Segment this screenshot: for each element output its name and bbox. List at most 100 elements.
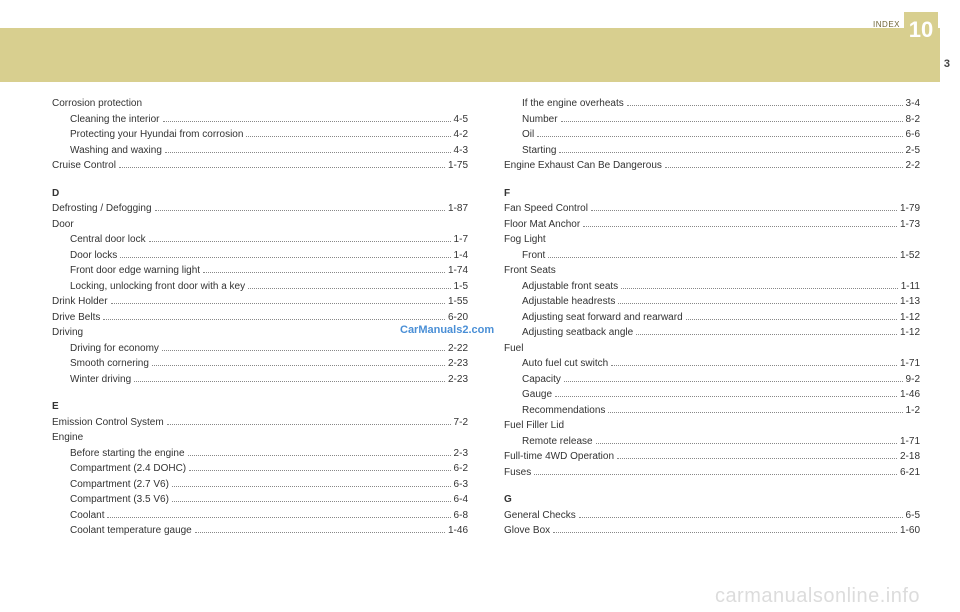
index-entry-leader <box>611 365 897 366</box>
index-entry: Fuel <box>504 341 920 357</box>
index-entry-page: 6-2 <box>454 461 468 477</box>
index-entry-leader <box>246 136 450 137</box>
index-entry-page: 1-60 <box>900 523 920 539</box>
index-entry-label: Smooth cornering <box>70 356 149 372</box>
index-entry: Fuses 6-21 <box>504 465 920 481</box>
index-entry: Defrosting / Defogging 1-87 <box>52 201 468 217</box>
index-entry-page: 6-4 <box>454 492 468 508</box>
index-entry-page: 1-12 <box>900 325 920 341</box>
index-entry-page: 2-3 <box>454 446 468 462</box>
index-entry-leader <box>608 412 902 413</box>
index-entry-leader <box>665 167 903 168</box>
index-entry-leader <box>548 257 897 258</box>
index-column-left: Corrosion protectionCleaning the interio… <box>52 96 468 539</box>
index-entry: Compartment (3.5 V6) 6-4 <box>52 492 468 508</box>
index-section-head: E <box>52 399 468 415</box>
index-entry-page: 1-4 <box>454 248 468 264</box>
index-entry-label: Protecting your Hyundai from corrosion <box>70 127 243 143</box>
index-entry-leader <box>163 121 451 122</box>
index-entry: Fan Speed Control 1-79 <box>504 201 920 217</box>
index-entry: Before starting the engine 2-3 <box>52 446 468 462</box>
index-entry-page: 1-2 <box>906 403 920 419</box>
index-entry-label: Recommendations <box>522 403 605 419</box>
index-entry-page: 4-2 <box>454 127 468 143</box>
index-section-head: G <box>504 492 920 508</box>
index-entry-page: 2-18 <box>900 449 920 465</box>
index-entry-leader <box>149 241 451 242</box>
index-entry: Adjusting seatback angle 1-12 <box>504 325 920 341</box>
index-entry-leader <box>188 455 451 456</box>
index-entry-page: 1-71 <box>900 434 920 450</box>
index-entry-page: 6-8 <box>454 508 468 524</box>
index-entry: Recommendations 1-2 <box>504 403 920 419</box>
index-section-head: F <box>504 186 920 202</box>
index-entry: Capacity 9-2 <box>504 372 920 388</box>
index-entry: Front 1-52 <box>504 248 920 264</box>
index-entry-label: Number <box>522 112 558 128</box>
index-entry: Floor Mat Anchor 1-73 <box>504 217 920 233</box>
index-entry: General Checks 6-5 <box>504 508 920 524</box>
index-entry-label: Oil <box>522 127 534 143</box>
index-entry-label: Engine Exhaust Can Be Dangerous <box>504 158 662 174</box>
index-entry: Washing and waxing 4-3 <box>52 143 468 159</box>
index-entry-label: Driving <box>52 325 83 341</box>
chapter-number: 10 <box>904 12 938 48</box>
index-entry: Coolant temperature gauge 1-46 <box>52 523 468 539</box>
index-entry-leader <box>583 226 897 227</box>
index-entry-leader <box>636 334 897 335</box>
index-entry-label: Gauge <box>522 387 552 403</box>
index-entry-leader <box>559 152 902 153</box>
index-entry-page: 1-12 <box>900 310 920 326</box>
index-entry: Central door lock 1-7 <box>52 232 468 248</box>
index-entry-label: Locking, unlocking front door with a key <box>70 279 245 295</box>
index-entry-leader <box>152 365 445 366</box>
index-entry: Starting 2-5 <box>504 143 920 159</box>
index-entry: Cleaning the interior 4-5 <box>52 112 468 128</box>
header-bar <box>0 28 940 82</box>
index-entry-page: 1-46 <box>448 523 468 539</box>
index-entry-page: 1-71 <box>900 356 920 372</box>
index-entry-page: 6-3 <box>454 477 468 493</box>
index-entry: Number 8-2 <box>504 112 920 128</box>
index-entry-page: 4-5 <box>454 112 468 128</box>
index-entry-label: Starting <box>522 143 556 159</box>
index-entry-page: 8-2 <box>906 112 920 128</box>
index-entry-label: Drink Holder <box>52 294 108 310</box>
index-entry-leader <box>162 350 445 351</box>
index-entry-label: Fuel <box>504 341 523 357</box>
index-entry-leader <box>120 257 450 258</box>
index-entry-label: Front <box>522 248 545 264</box>
index-columns: Corrosion protectionCleaning the interio… <box>52 96 920 539</box>
index-entry: Driving for economy 2-22 <box>52 341 468 357</box>
index-entry-page: 2-23 <box>448 372 468 388</box>
index-entry-leader <box>189 470 450 471</box>
index-entry: Coolant 6-8 <box>52 508 468 524</box>
index-entry-label: Coolant <box>70 508 104 524</box>
index-entry-page: 6-21 <box>900 465 920 481</box>
index-entry-label: Fog Light <box>504 232 546 248</box>
index-entry-page: 1-87 <box>448 201 468 217</box>
index-entry-label: Cleaning the interior <box>70 112 160 128</box>
index-entry: Drink Holder 1-55 <box>52 294 468 310</box>
index-entry-leader <box>155 210 445 211</box>
index-entry-label: Fuel Filler Lid <box>504 418 564 434</box>
index-entry: Protecting your Hyundai from corrosion 4… <box>52 127 468 143</box>
index-entry-page: 1-52 <box>900 248 920 264</box>
index-entry: Engine <box>52 430 468 446</box>
index-entry-page: 3-4 <box>906 96 920 112</box>
index-entry: Door locks 1-4 <box>52 248 468 264</box>
index-entry-label: Adjusting seatback angle <box>522 325 633 341</box>
index-entry: Oil 6-6 <box>504 127 920 143</box>
index-entry: Remote release 1-71 <box>504 434 920 450</box>
index-entry-label: Remote release <box>522 434 593 450</box>
index-entry: Locking, unlocking front door with a key… <box>52 279 468 295</box>
index-entry-leader <box>103 319 445 320</box>
index-entry: Adjustable front seats 1-11 <box>504 279 920 295</box>
index-entry: Emission Control System 7-2 <box>52 415 468 431</box>
index-entry: Compartment (2.7 V6) 6-3 <box>52 477 468 493</box>
index-entry-leader <box>165 152 451 153</box>
index-entry-leader <box>134 381 445 382</box>
index-entry: Front Seats <box>504 263 920 279</box>
index-entry-label: Compartment (3.5 V6) <box>70 492 169 508</box>
index-entry-leader <box>591 210 897 211</box>
